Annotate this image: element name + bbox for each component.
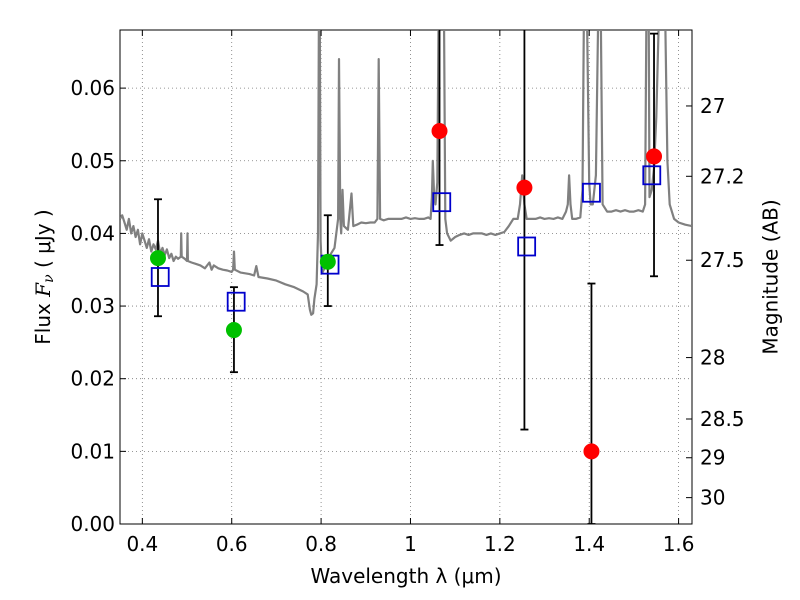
y-tick-label: 0.00 [70, 512, 115, 536]
y-tick-label: 0.02 [70, 367, 115, 391]
observed-point-green [149, 250, 166, 267]
y2-tick-label: 27 [700, 94, 725, 118]
y2-tick-label: 30 [700, 486, 725, 510]
grid [120, 30, 692, 524]
y-tick-label: 0.01 [70, 439, 115, 463]
y-axis-label-subscript: ν [41, 274, 57, 283]
plot-area [119, 29, 693, 525]
y-tick-label: 0.03 [70, 294, 115, 318]
y2-axis-label: Magnitude (AB) [759, 199, 783, 354]
observed-point-red [646, 148, 663, 165]
ticks: 0.4 0.6 0.8 1 1.2 1.4 1.6 0.00 0.01 0.02 0.03 0.04 0… [70, 30, 745, 556]
model-square-point [642, 165, 662, 186]
model-square-point [582, 182, 601, 203]
model-square-point [517, 236, 537, 257]
model-square-point [432, 192, 452, 213]
x-tick-label: 0.6 [216, 532, 248, 556]
plot-clip-group [120, 30, 692, 524]
errorbar [587, 282, 596, 524]
y-tick-label: 0.06 [70, 76, 115, 100]
model-square-point [150, 267, 170, 287]
x-tick-label: 1.2 [484, 532, 516, 556]
x-tick-label: 0.4 [126, 532, 158, 556]
y-axis-label-symbol: F [31, 282, 55, 298]
y2-tick-label: 29 [700, 446, 725, 470]
observed-point-red [516, 179, 533, 196]
y-tick-label: 0.04 [70, 221, 115, 245]
y2-tick-label: 27.5 [700, 248, 745, 272]
y-axis-label-unit: ( μJy ) [31, 209, 55, 274]
observed-point-green [319, 253, 336, 270]
x-tick-label: 1.4 [573, 532, 605, 556]
y-axis-label-prefix: Flux [31, 297, 55, 345]
y-axis-label: Flux Fν ( μJy ) [31, 209, 58, 344]
model-square-point [226, 291, 246, 312]
x-tick-label: 1 [404, 532, 417, 556]
y-tick-label: 0.05 [70, 149, 115, 173]
y2-tick-label: 28.5 [700, 407, 745, 431]
observed-point-green [225, 322, 242, 339]
errorbar [520, 30, 529, 431]
y2-tick-label: 28 [700, 346, 725, 370]
x-tick-label: 1.6 [663, 532, 695, 556]
y2-tick-label: 27.2 [700, 164, 745, 188]
plot-frame [119, 29, 693, 525]
observed-point-red [431, 122, 448, 139]
x-tick-label: 0.8 [305, 532, 337, 556]
observed-point-red [583, 443, 600, 460]
x-axis-label: Wavelength λ (μm) [310, 564, 501, 588]
spectrum-line [120, 30, 692, 316]
